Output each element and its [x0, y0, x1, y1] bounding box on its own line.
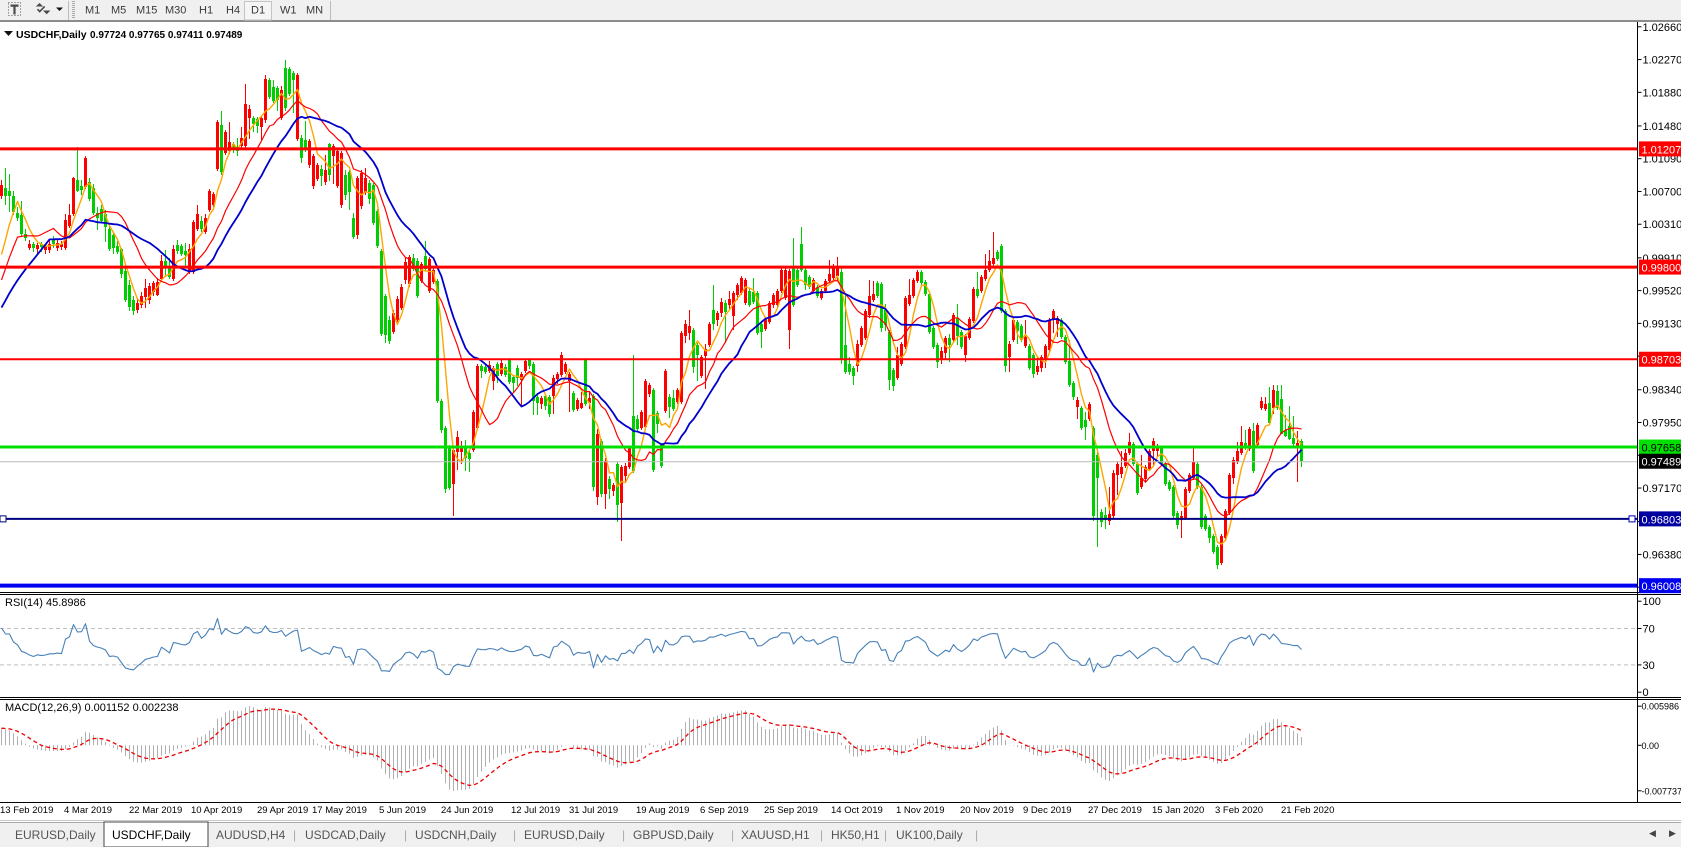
svg-text:1 Nov 2019: 1 Nov 2019: [896, 805, 945, 816]
svg-text:0.97170: 0.97170: [1643, 483, 1681, 495]
svg-text:25 Sep 2019: 25 Sep 2019: [764, 805, 818, 816]
svg-text:0.97489: 0.97489: [1642, 457, 1681, 469]
svg-text:UK100,Daily: UK100,Daily: [896, 828, 963, 842]
svg-text:27 Dec 2019: 27 Dec 2019: [1088, 805, 1142, 816]
svg-text:24 Jun 2019: 24 Jun 2019: [441, 805, 493, 816]
svg-text:0.96008: 0.96008: [1642, 581, 1681, 593]
svg-text:M30: M30: [165, 5, 186, 17]
svg-text:6 Sep 2019: 6 Sep 2019: [700, 805, 749, 816]
svg-text:0.96380: 0.96380: [1643, 549, 1681, 561]
svg-text:USDCHF,Daily: USDCHF,Daily: [112, 828, 191, 842]
svg-text:22 Mar 2019: 22 Mar 2019: [129, 805, 182, 816]
svg-text:1.00310: 1.00310: [1643, 219, 1681, 231]
svg-text:0: 0: [1643, 687, 1649, 699]
svg-text:USDCAD,Daily: USDCAD,Daily: [305, 828, 386, 842]
svg-text:0.97724 0.97765 0.97411 0.9748: 0.97724 0.97765 0.97411 0.97489: [90, 30, 243, 41]
svg-text:4 Mar 2019: 4 Mar 2019: [64, 805, 112, 816]
svg-text:0.97658: 0.97658: [1642, 443, 1681, 455]
svg-text:MN: MN: [306, 5, 323, 17]
svg-text:9 Dec 2019: 9 Dec 2019: [1023, 805, 1072, 816]
svg-text:AUDUSD,H4: AUDUSD,H4: [216, 828, 286, 842]
svg-text:1.02270: 1.02270: [1643, 55, 1681, 67]
svg-text:MACD(12,26,9) 0.001152 0.00223: MACD(12,26,9) 0.001152 0.002238: [5, 702, 178, 714]
svg-text:19 Aug 2019: 19 Aug 2019: [636, 805, 689, 816]
svg-text:M1: M1: [85, 5, 100, 17]
svg-text:0.99520: 0.99520: [1643, 286, 1681, 298]
svg-text:D1: D1: [251, 5, 265, 17]
svg-text:5 Jun 2019: 5 Jun 2019: [379, 805, 426, 816]
svg-text:◀: ◀: [1649, 828, 1656, 838]
svg-text:21 Feb 2020: 21 Feb 2020: [1281, 805, 1334, 816]
svg-text:|: |: [731, 828, 734, 842]
svg-text:|: |: [622, 828, 625, 842]
svg-text:|: |: [404, 828, 407, 842]
svg-text:3 Feb 2020: 3 Feb 2020: [1215, 805, 1263, 816]
svg-text:|: |: [820, 828, 823, 842]
svg-text:14 Oct 2019: 14 Oct 2019: [831, 805, 883, 816]
svg-text:12 Jul 2019: 12 Jul 2019: [511, 805, 560, 816]
svg-text:70: 70: [1643, 624, 1655, 636]
svg-text:|: |: [884, 828, 887, 842]
svg-text:W1: W1: [280, 5, 297, 17]
svg-text:XAUUSD,H1: XAUUSD,H1: [741, 828, 810, 842]
svg-text:1.02660: 1.02660: [1643, 22, 1681, 34]
svg-text:|: |: [975, 828, 978, 842]
svg-text:0.00: 0.00: [1642, 741, 1660, 751]
svg-text:1.00700: 1.00700: [1643, 186, 1681, 198]
svg-text:|: |: [293, 828, 296, 842]
svg-text:EURUSD,Daily: EURUSD,Daily: [524, 828, 605, 842]
svg-text:17 May 2019: 17 May 2019: [312, 805, 367, 816]
svg-text:13 Feb 2019: 13 Feb 2019: [0, 805, 53, 816]
svg-text:M15: M15: [136, 5, 157, 17]
svg-text:30: 30: [1643, 660, 1655, 672]
svg-text:1.01480: 1.01480: [1643, 121, 1681, 133]
svg-text:|: |: [513, 828, 516, 842]
svg-text:H4: H4: [226, 5, 240, 17]
svg-text:USDCNH,Daily: USDCNH,Daily: [415, 828, 496, 842]
svg-text:1.01880: 1.01880: [1643, 87, 1681, 99]
svg-text:1.01090: 1.01090: [1643, 154, 1681, 166]
svg-text:0.005986: 0.005986: [1642, 702, 1680, 712]
svg-text:H1: H1: [199, 5, 213, 17]
svg-text:29 Apr 2019: 29 Apr 2019: [257, 805, 308, 816]
svg-text:0.98340: 0.98340: [1643, 385, 1681, 397]
svg-text:EURUSD,Daily: EURUSD,Daily: [15, 828, 96, 842]
svg-text:100: 100: [1643, 596, 1661, 608]
svg-text:GBPUSD,Daily: GBPUSD,Daily: [633, 828, 714, 842]
svg-text:▶: ▶: [1669, 828, 1676, 838]
svg-text:RSI(14) 45.8986: RSI(14) 45.8986: [5, 597, 86, 609]
svg-text:0.96803: 0.96803: [1642, 514, 1681, 526]
svg-text:USDCHF,Daily: USDCHF,Daily: [16, 29, 87, 41]
svg-text:0.99800: 0.99800: [1642, 263, 1681, 275]
svg-text:0.98703: 0.98703: [1642, 355, 1681, 367]
svg-text:20 Nov 2019: 20 Nov 2019: [960, 805, 1014, 816]
svg-text:-0.007737: -0.007737: [1642, 786, 1681, 796]
svg-text:15 Jan 2020: 15 Jan 2020: [1152, 805, 1204, 816]
svg-text:0.97950: 0.97950: [1643, 418, 1681, 430]
svg-text:M5: M5: [111, 5, 126, 17]
svg-text:HK50,H1: HK50,H1: [831, 828, 880, 842]
svg-text:1.01207: 1.01207: [1642, 144, 1681, 156]
svg-text:31 Jul 2019: 31 Jul 2019: [569, 805, 618, 816]
svg-text:10 Apr 2019: 10 Apr 2019: [191, 805, 242, 816]
svg-text:0.99130: 0.99130: [1643, 318, 1681, 330]
